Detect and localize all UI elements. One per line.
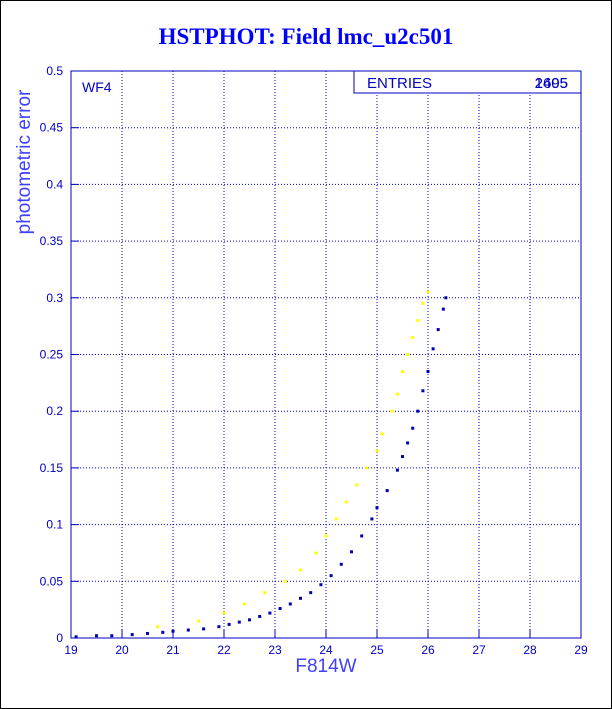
y-axis-label: photometric error [14, 89, 35, 234]
data-point [248, 618, 251, 622]
data-point [395, 468, 399, 472]
data-point [360, 534, 364, 538]
stats-box [353, 70, 582, 94]
data-point [380, 432, 384, 436]
y-tick-label: 0.05 [40, 574, 64, 588]
data-point [222, 611, 226, 615]
data-point [171, 629, 175, 633]
scatter-series-main [74, 296, 448, 639]
data-point [436, 328, 440, 332]
data-point [370, 517, 374, 521]
data-point [350, 550, 353, 554]
y-tick-label: 0.35 [40, 234, 64, 248]
data-point [217, 625, 221, 629]
x-tick-label: 22 [217, 643, 231, 657]
data-point [161, 630, 165, 634]
x-tick-label: 24 [319, 643, 333, 657]
x-axis-label: F814W [295, 656, 356, 677]
stats-label: ENTRIES [367, 75, 432, 92]
data-point [156, 625, 160, 629]
data-point [268, 611, 272, 615]
data-point [421, 301, 425, 305]
data-point [444, 296, 448, 300]
data-point [365, 466, 369, 470]
stats-value-1: 2495 [535, 75, 568, 92]
data-point [406, 353, 410, 356]
data-point [309, 591, 313, 595]
data-point [426, 290, 430, 294]
data-point [411, 335, 415, 339]
data-point [237, 620, 241, 624]
y-tick-label: 0.1 [46, 518, 63, 532]
data-point [319, 583, 323, 587]
data-point [355, 483, 359, 487]
data-point [74, 635, 78, 639]
data-point [324, 534, 328, 538]
data-point [416, 318, 420, 322]
data-point [426, 370, 430, 374]
plot-area [70, 70, 582, 639]
x-tick-label: 20 [115, 643, 129, 657]
panel-label: WF4 [82, 79, 112, 95]
data-point [242, 602, 246, 606]
x-tick-label: 23 [268, 643, 282, 657]
y-tick-label: 0.4 [46, 177, 63, 191]
x-tick-label: 27 [472, 643, 486, 657]
data-point [421, 389, 425, 393]
data-point [95, 634, 98, 638]
data-point [375, 506, 379, 510]
y-tick-label: 0.25 [40, 348, 64, 362]
data-point [395, 392, 399, 396]
data-point [339, 562, 343, 566]
data-point [146, 631, 149, 635]
x-tick-label: 25 [370, 643, 384, 657]
data-point [186, 628, 190, 632]
data-point [263, 591, 267, 595]
data-point [334, 517, 338, 521]
data-point [288, 602, 292, 606]
data-point [314, 551, 318, 555]
data-point [344, 500, 348, 504]
x-tick-label: 19 [64, 643, 78, 657]
data-point [130, 633, 134, 637]
data-point [401, 455, 404, 459]
data-point [278, 607, 282, 611]
tick-labels: 19 20 21 22 23 24 25 26 27 28 29 0 0.05 0.1 0.15 0.2 0.2… [40, 64, 588, 657]
data-point [411, 426, 415, 430]
y-tick-label: 0.2 [46, 404, 63, 418]
data-point [299, 568, 302, 572]
data-point [375, 449, 379, 453]
chart-title: HSTPHOT: Field lmc_u2c501 [158, 24, 454, 49]
data-point [329, 574, 333, 578]
x-tick-label: 21 [166, 643, 180, 657]
data-point [441, 307, 445, 311]
data-point [406, 441, 410, 445]
scatter-series-secondary [156, 290, 430, 629]
data-point [227, 622, 231, 626]
data-point [385, 489, 389, 493]
x-tick-label: 28 [523, 643, 537, 657]
data-point [202, 627, 206, 631]
data-point [431, 347, 435, 351]
data-point [401, 370, 404, 374]
x-tick-label: 26 [421, 643, 435, 657]
data-point [197, 619, 200, 623]
data-point [299, 596, 302, 600]
y-tick-label: 0.3 [46, 291, 63, 305]
data-point [390, 409, 394, 413]
stats-value-2: 1605 [535, 75, 568, 92]
y-tick-label: 0.5 [46, 64, 63, 78]
data-point [110, 634, 114, 638]
data-point [258, 614, 262, 618]
data-point [283, 579, 287, 583]
grid-lines [70, 70, 582, 639]
y-tick-label: 0.15 [40, 461, 64, 475]
y-tick-label: 0.45 [40, 121, 64, 135]
x-tick-label: 29 [574, 643, 588, 657]
y-tick-label: 0 [56, 631, 63, 645]
data-point [416, 409, 420, 413]
